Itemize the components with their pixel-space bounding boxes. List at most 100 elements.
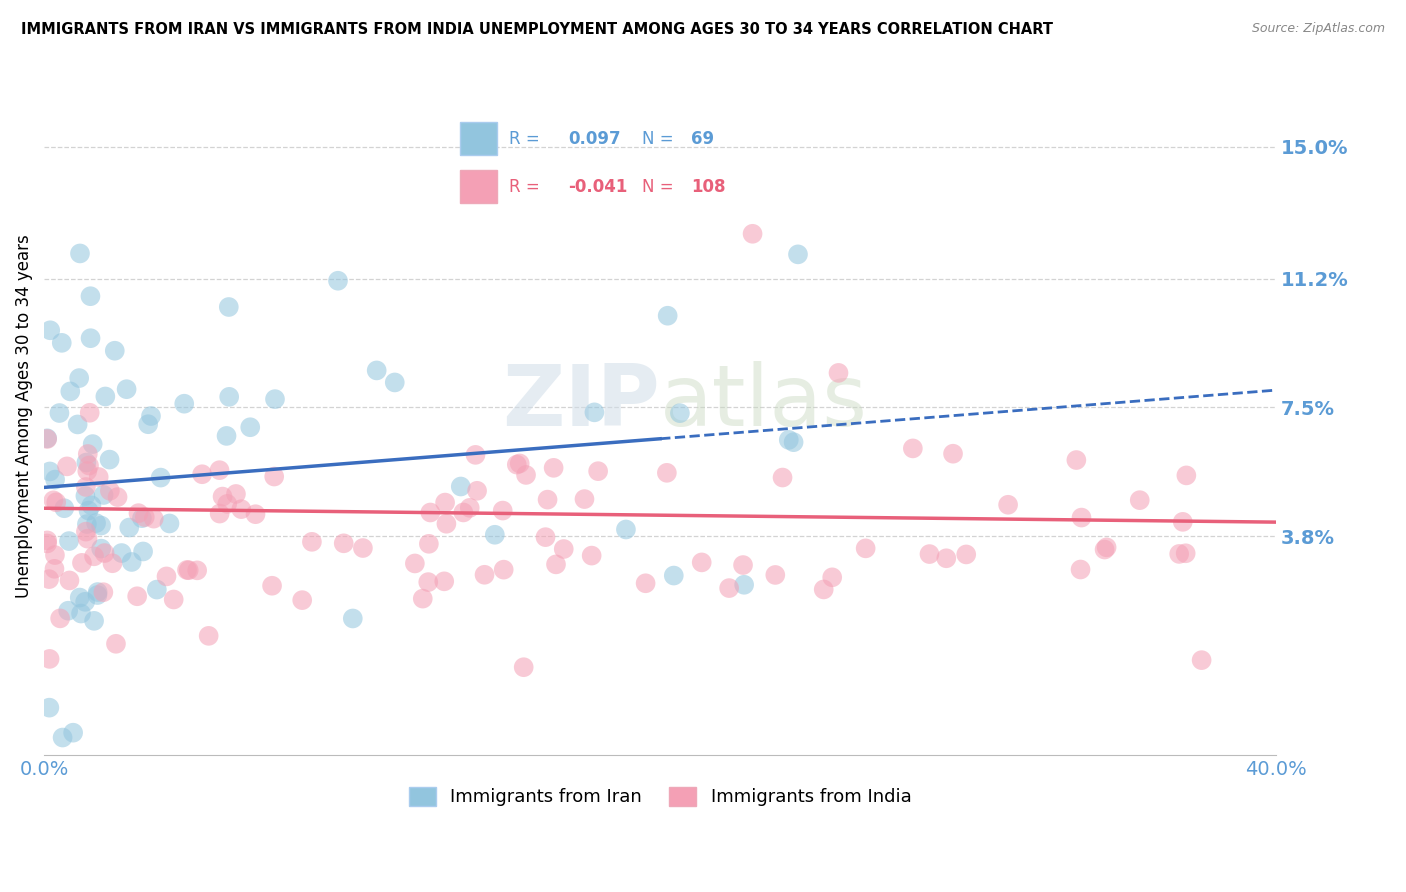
Point — [173, 397, 195, 411]
Point — [67, 371, 90, 385]
Point — [115, 382, 138, 396]
Point — [75, 456, 97, 470]
Point — [44, 562, 66, 576]
Point — [574, 492, 596, 507]
Point — [657, 309, 679, 323]
Point — [127, 589, 149, 603]
Point — [79, 406, 101, 420]
Point — [70, 607, 93, 621]
Point — [70, 556, 93, 570]
Point — [465, 483, 488, 498]
Point — [90, 518, 112, 533]
Point — [76, 464, 98, 478]
Point — [342, 611, 364, 625]
Point — [52, 731, 75, 745]
Point — [38, 700, 60, 714]
Point — [87, 470, 110, 484]
Point — [37, 432, 59, 446]
Point — [366, 363, 388, 377]
Point — [332, 536, 354, 550]
Point — [38, 465, 60, 479]
Point — [131, 511, 153, 525]
Point — [1095, 541, 1118, 555]
Point — [121, 555, 143, 569]
Point — [80, 498, 103, 512]
Y-axis label: Unemployment Among Ages 30 to 34 years: Unemployment Among Ages 30 to 34 years — [15, 235, 32, 598]
Point — [62, 725, 84, 739]
Point — [614, 523, 637, 537]
Point — [536, 492, 558, 507]
Point — [84, 516, 107, 530]
Point — [44, 473, 66, 487]
Point — [77, 458, 100, 473]
Point — [98, 452, 121, 467]
Point — [935, 551, 957, 566]
Point — [76, 517, 98, 532]
Point — [955, 548, 977, 562]
Point — [217, 497, 239, 511]
Point — [453, 505, 475, 519]
Point — [83, 614, 105, 628]
Point — [474, 567, 496, 582]
Point — [434, 495, 457, 509]
Point — [49, 611, 72, 625]
Point — [813, 582, 835, 597]
Point — [404, 557, 426, 571]
Point — [827, 366, 849, 380]
Point — [291, 593, 314, 607]
Point — [544, 558, 567, 572]
Point — [77, 503, 100, 517]
Point — [1070, 510, 1092, 524]
Point — [127, 506, 149, 520]
Text: atlas: atlas — [661, 361, 868, 444]
Point — [37, 536, 59, 550]
Point — [509, 457, 531, 471]
Point — [56, 604, 79, 618]
Point — [1175, 468, 1198, 483]
Point — [1066, 453, 1088, 467]
Point — [90, 541, 112, 556]
Point — [534, 530, 557, 544]
Point — [1168, 547, 1191, 561]
Point — [76, 447, 98, 461]
Point — [177, 563, 200, 577]
Point — [458, 500, 481, 515]
Point — [260, 579, 283, 593]
Point — [37, 533, 59, 548]
Point — [418, 575, 440, 590]
Point — [134, 510, 156, 524]
Text: ZIP: ZIP — [502, 361, 661, 444]
Point — [669, 406, 692, 420]
Point — [208, 463, 231, 477]
Point — [159, 516, 181, 531]
Point — [93, 488, 115, 502]
Point — [418, 537, 440, 551]
Point — [75, 595, 97, 609]
Point — [225, 487, 247, 501]
Point — [110, 546, 132, 560]
Point — [733, 578, 755, 592]
Point — [634, 576, 657, 591]
Point — [93, 546, 115, 560]
Point — [581, 549, 603, 563]
Point — [772, 470, 794, 484]
Point — [787, 247, 810, 261]
Point — [245, 507, 267, 521]
Point — [191, 467, 214, 482]
Point — [655, 466, 678, 480]
Point — [515, 467, 537, 482]
Point — [56, 459, 79, 474]
Point — [83, 549, 105, 564]
Point — [326, 274, 349, 288]
Point — [662, 568, 685, 582]
Point — [264, 392, 287, 406]
Point — [58, 534, 80, 549]
Point — [215, 429, 238, 443]
Point — [1171, 515, 1194, 529]
Point — [901, 442, 924, 456]
Point — [48, 406, 70, 420]
Point — [176, 563, 198, 577]
Point — [149, 470, 172, 484]
Point — [101, 556, 124, 570]
Point — [94, 389, 117, 403]
